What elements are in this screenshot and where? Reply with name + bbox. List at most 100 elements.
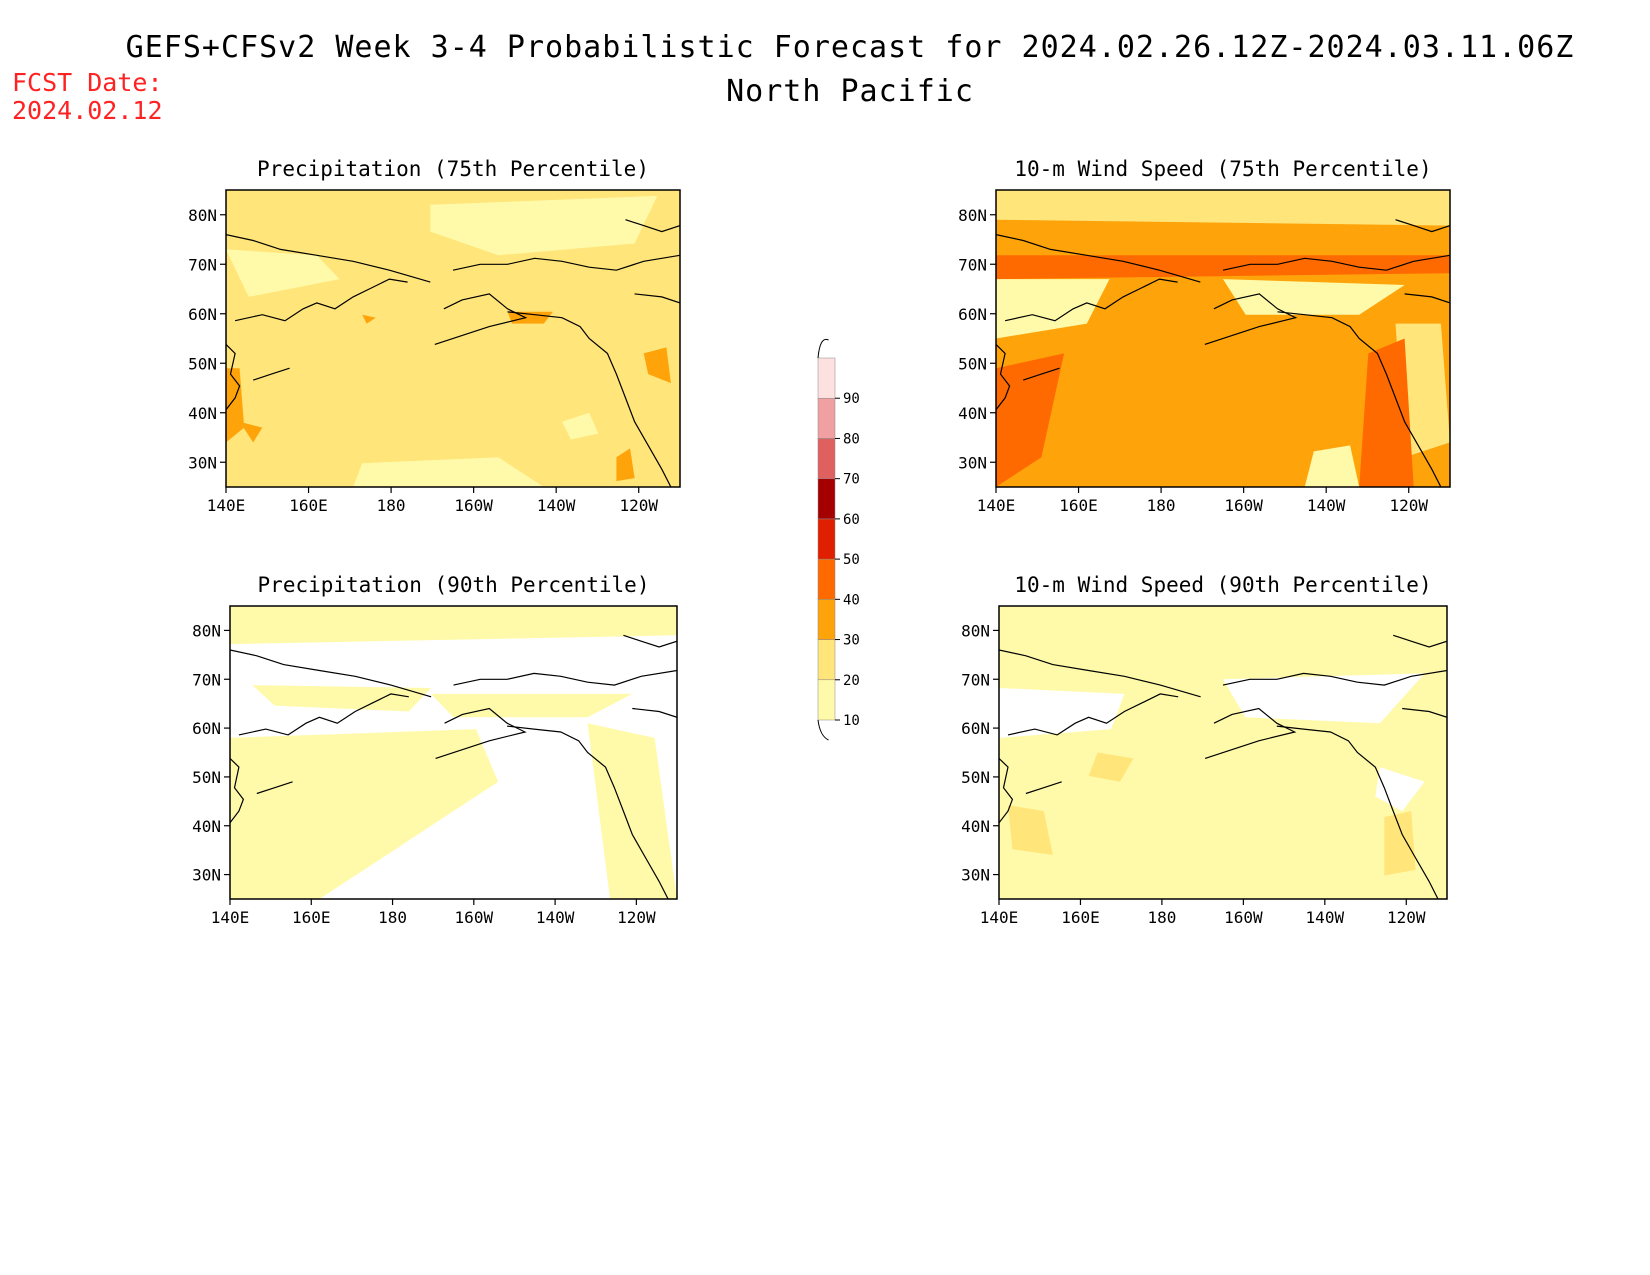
shaded-region <box>996 190 1450 226</box>
panel-title: 10-m Wind Speed (75th Percentile) <box>1014 157 1431 181</box>
coastline <box>256 781 293 795</box>
map-panel-wind-90: 10-m Wind Speed (90th Percentile) 80N 70N 6… <box>961 573 1448 927</box>
lat-tick-label: 70N <box>192 670 221 689</box>
coastline <box>623 634 677 648</box>
shaded-region <box>230 606 677 645</box>
shaded-region <box>1223 673 1425 724</box>
coastline <box>1004 278 1178 322</box>
panel-title: 10-m Wind Speed (90th Percentile) <box>1014 573 1431 597</box>
lat-tick-label: 80N <box>192 621 221 640</box>
lon-tick-label: 180 <box>1147 908 1176 927</box>
coastline <box>1276 725 1439 899</box>
map-frame <box>998 605 1448 900</box>
shaded-region <box>1008 805 1053 855</box>
coastline <box>226 234 431 283</box>
shaded-field <box>999 606 1447 899</box>
lat-tick-label: 50N <box>192 768 221 787</box>
lon-tick-label: 140W <box>1307 496 1346 515</box>
map-panel-wind-75: 10-m Wind Speed (75th Percentile) 80N 70N 6… <box>958 157 1451 515</box>
lat-tick-label: 40N <box>958 404 987 423</box>
shaded-region <box>996 353 1065 487</box>
coastline <box>226 343 241 411</box>
lon-tick-label: 120W <box>619 496 658 515</box>
colorbar-swatch <box>817 558 836 600</box>
lat-tick-label: 70N <box>958 255 987 274</box>
coastline <box>1402 707 1447 718</box>
colorbar-swatch <box>817 478 836 520</box>
lat-tick-label: 80N <box>188 206 217 225</box>
colorbar-swatch <box>817 518 836 560</box>
coastline <box>1277 311 1442 487</box>
lat-tick-label: 40N <box>961 817 990 836</box>
coastline <box>1204 707 1297 759</box>
coastline <box>1404 293 1450 304</box>
lat-tick-label: 70N <box>188 255 217 274</box>
shaded-field <box>996 190 1450 487</box>
coastline <box>507 725 669 899</box>
shaded-region <box>239 421 263 443</box>
lat-tick-label: 30N <box>188 453 217 472</box>
coastline <box>1222 669 1447 686</box>
lat-tick-label: 60N <box>958 305 987 324</box>
lon-tick-label: 140E <box>980 908 1019 927</box>
shaded-region <box>1304 445 1360 487</box>
lon-tick-label: 140W <box>537 496 576 515</box>
coastline <box>632 707 677 718</box>
lon-tick-label: 180 <box>1147 496 1176 515</box>
shaded-region <box>1375 767 1425 812</box>
map-frame <box>225 189 681 488</box>
coastline <box>507 311 672 487</box>
shaded-region <box>353 457 544 487</box>
lon-tick-label: 140E <box>211 908 250 927</box>
colorbar-label: 90 <box>843 391 860 407</box>
shaded-region <box>230 729 499 885</box>
colorbar-swatch <box>817 599 836 640</box>
forecast-date-label: FCST Date: <box>12 68 163 97</box>
lon-tick-label: 120W <box>1387 908 1426 927</box>
coastline <box>999 757 1014 824</box>
colorbar-top-cap <box>817 338 829 359</box>
lon-tick-label: 180 <box>377 496 406 515</box>
shaded-region <box>616 448 635 482</box>
lat-tick-label: 50N <box>188 354 217 373</box>
lat-tick-label: 50N <box>958 354 987 373</box>
shaded-region <box>431 693 633 718</box>
colorbar: 10 20 30 40 50 60 70 80 90 <box>817 338 860 741</box>
shaded-region <box>562 412 599 440</box>
coastline <box>1204 293 1298 345</box>
lat-tick-label: 50N <box>961 768 990 787</box>
shaded-field <box>230 606 677 899</box>
lat-tick-label: 70N <box>961 670 990 689</box>
lat-tick-label: 40N <box>192 817 221 836</box>
lat-tick-label: 30N <box>192 866 221 885</box>
lon-tick-label: 160E <box>289 496 328 515</box>
forecast-date-value: 2024.02.12 <box>12 96 163 125</box>
map-panel-precip-75: Precipitation (75th Percentile) 80N 70N 60N… <box>188 157 681 515</box>
panel-title: Precipitation (90th Percentile) <box>258 573 650 597</box>
lat-tick-label: 80N <box>958 206 987 225</box>
lon-tick-label: 160E <box>1059 496 1098 515</box>
coastline <box>1023 367 1060 381</box>
colorbar-swatch <box>817 438 836 479</box>
coastline <box>634 293 680 304</box>
coastline <box>1025 781 1062 795</box>
shaded-region <box>362 314 376 324</box>
coastline <box>1395 219 1450 233</box>
shaded-region <box>430 195 658 256</box>
lon-tick-label: 140E <box>977 496 1016 515</box>
coastline <box>453 669 677 686</box>
colorbar-swatch <box>817 639 836 681</box>
colorbar-label: 70 <box>843 472 860 488</box>
coastline <box>1393 634 1447 648</box>
shaded-region <box>996 279 1110 339</box>
lon-tick-label: 160E <box>292 908 331 927</box>
shaded-region <box>226 249 340 297</box>
lat-tick-label: 30N <box>961 866 990 885</box>
colorbar-label: 20 <box>843 673 860 689</box>
lon-tick-label: 120W <box>617 908 656 927</box>
coastline <box>996 343 1011 411</box>
lon-tick-label: 120W <box>1389 496 1428 515</box>
colorbar-label: 30 <box>843 633 860 649</box>
lat-tick-label: 60N <box>961 719 990 738</box>
